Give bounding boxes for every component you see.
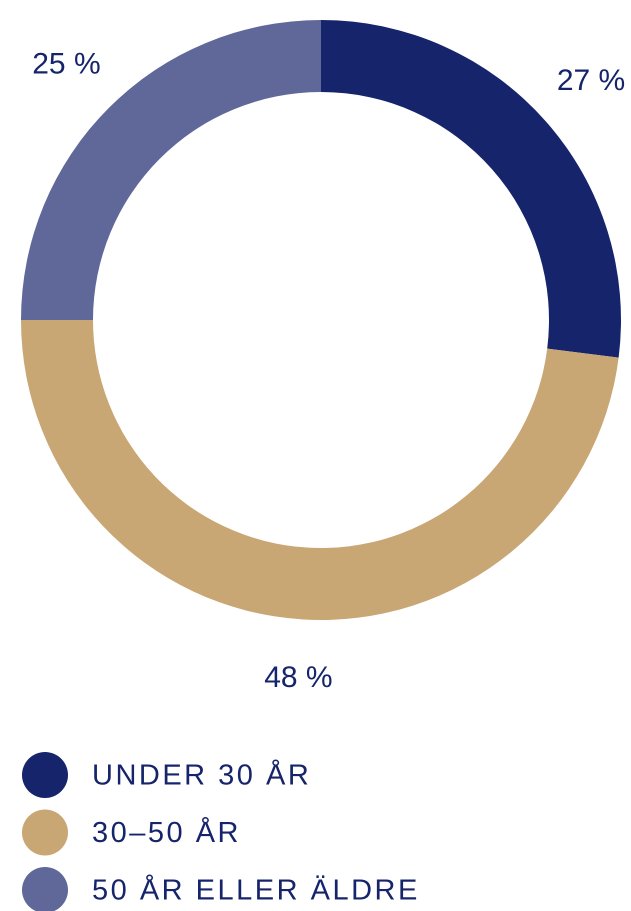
legend-label: 50 ÅR ELLER ÄLDRE [92,874,420,907]
legend-swatch [22,809,68,856]
value-label: 27 % [557,64,625,97]
donut-slice [21,320,619,620]
donut-slice [21,20,321,320]
value-label: 25 % [32,47,100,80]
legend-label: UNDER 30 ÅR [92,759,311,792]
value-label: 48 % [264,661,332,694]
legend-swatch [22,752,68,798]
legend-swatch [22,867,68,911]
legend-label: 30–50 ÅR [92,816,241,849]
donut-slice [321,20,621,358]
